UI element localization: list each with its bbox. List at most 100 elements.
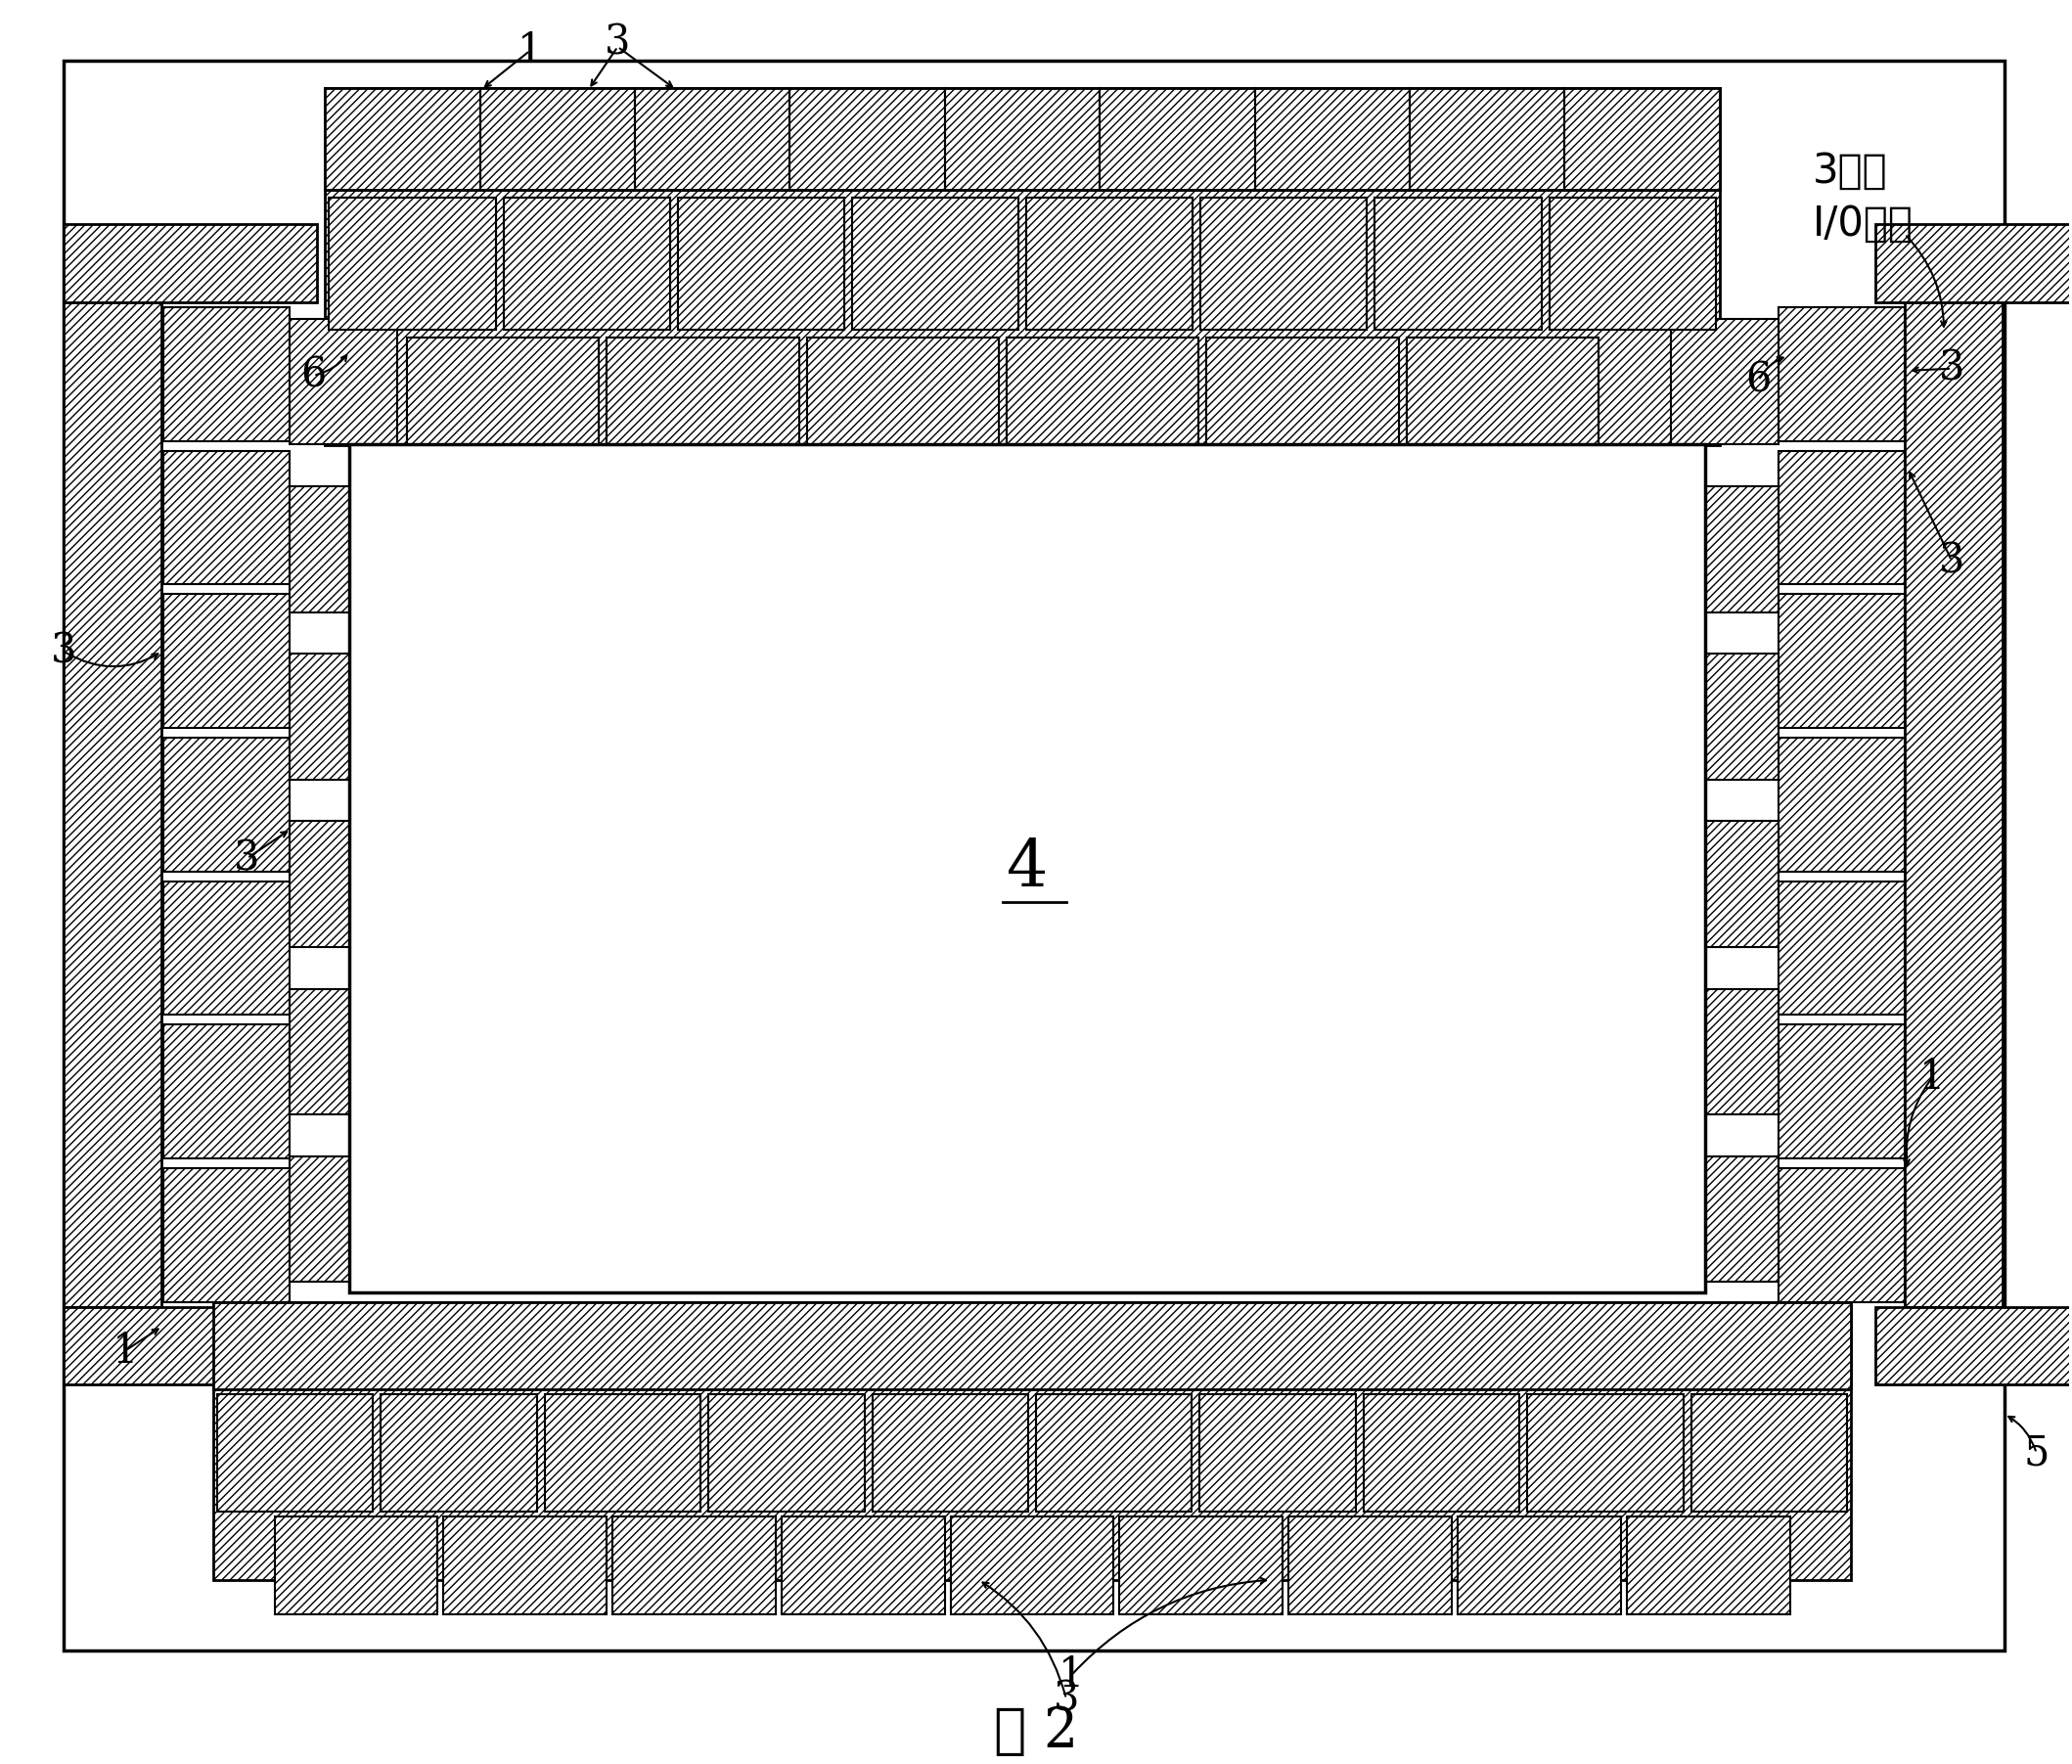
Bar [1778, 1025, 1904, 1159]
Bar [1778, 1168, 1904, 1302]
Bar [951, 1517, 1113, 1614]
Bar [325, 88, 1720, 191]
Bar [545, 1395, 700, 1512]
Bar [613, 1517, 775, 1614]
Text: 3: 3 [1939, 348, 1964, 390]
Text: 3: 3 [234, 838, 261, 878]
Bar [164, 307, 290, 441]
Text: 1: 1 [1919, 1057, 1946, 1099]
Text: 3级用: 3级用 [1813, 150, 1888, 191]
Bar [1363, 1395, 1519, 1512]
Text: 5: 5 [2024, 1432, 2049, 1473]
Bar [1670, 319, 1778, 445]
Bar [164, 1025, 290, 1159]
Bar [64, 1307, 317, 1385]
Bar [1200, 198, 1368, 330]
Bar [1670, 1155, 1778, 1282]
Bar [1550, 198, 1716, 330]
Bar [1778, 450, 1904, 584]
Bar [1007, 337, 1200, 445]
Text: 4: 4 [1007, 836, 1048, 900]
Bar [1206, 337, 1399, 445]
Bar [406, 337, 599, 445]
Bar [1026, 198, 1193, 330]
Bar [164, 594, 290, 729]
Text: 3: 3 [1939, 540, 1964, 582]
Bar [709, 1395, 864, 1512]
Bar [1691, 1395, 1848, 1512]
Bar [350, 445, 1705, 1293]
Bar [1670, 988, 1778, 1115]
Bar [1289, 1517, 1452, 1614]
Bar [64, 302, 162, 1307]
Bar [329, 198, 495, 330]
Bar [1670, 487, 1778, 612]
Bar [1550, 198, 1716, 330]
Bar [381, 1395, 537, 1512]
Text: 3: 3 [1053, 1678, 1080, 1720]
Bar [852, 198, 1019, 330]
Bar [290, 654, 398, 780]
Bar [64, 224, 317, 302]
Bar [1376, 198, 1542, 330]
Bar [503, 198, 669, 330]
Bar [1036, 1395, 1191, 1512]
Bar [274, 1517, 437, 1614]
Text: 3: 3 [52, 632, 77, 672]
Bar [1778, 737, 1904, 871]
Bar [290, 822, 398, 947]
Bar [1627, 1517, 1790, 1614]
Bar [872, 1395, 1028, 1512]
Bar [1200, 198, 1368, 330]
Bar [678, 198, 843, 330]
Bar [329, 198, 495, 330]
Bar [806, 337, 999, 445]
Bar [406, 337, 599, 445]
Bar [213, 1302, 1850, 1581]
Text: 6: 6 [1747, 360, 1772, 400]
Bar [678, 198, 843, 330]
Bar [1778, 594, 1904, 729]
Bar [806, 337, 999, 445]
Bar [290, 988, 398, 1115]
Bar [213, 1302, 1850, 1390]
Text: 6: 6 [300, 355, 325, 395]
Bar [1670, 654, 1778, 780]
Bar [218, 1395, 373, 1512]
Bar [1778, 882, 1904, 1014]
Bar [1670, 822, 1778, 947]
Bar [607, 337, 800, 445]
Bar [290, 1155, 398, 1282]
Bar [1206, 337, 1399, 445]
Text: I/0电路: I/0电路 [1813, 205, 1912, 245]
Bar [1875, 224, 2072, 302]
Bar [1407, 337, 1600, 445]
Bar [1875, 1307, 2072, 1385]
Bar [164, 737, 290, 871]
Bar [325, 88, 1720, 191]
Bar [164, 1168, 290, 1302]
Bar [1119, 1517, 1283, 1614]
Bar [1904, 302, 2002, 1307]
Bar [164, 450, 290, 584]
Bar [1007, 337, 1200, 445]
Bar [781, 1517, 945, 1614]
Text: 1: 1 [1059, 1655, 1084, 1695]
Bar [607, 337, 800, 445]
Bar [1778, 307, 1904, 441]
Bar [852, 198, 1019, 330]
Bar [1200, 1395, 1355, 1512]
Bar [1457, 1517, 1620, 1614]
Bar [1407, 337, 1600, 445]
Bar [443, 1517, 607, 1614]
Bar [1026, 198, 1193, 330]
Bar [164, 882, 290, 1014]
Bar [1376, 198, 1542, 330]
Text: 1: 1 [518, 30, 543, 71]
Bar [503, 198, 669, 330]
Bar [290, 319, 398, 445]
Text: 3: 3 [605, 23, 630, 64]
Bar [1527, 1395, 1682, 1512]
Bar [325, 88, 1720, 445]
Text: 图 2: 图 2 [995, 1704, 1077, 1757]
